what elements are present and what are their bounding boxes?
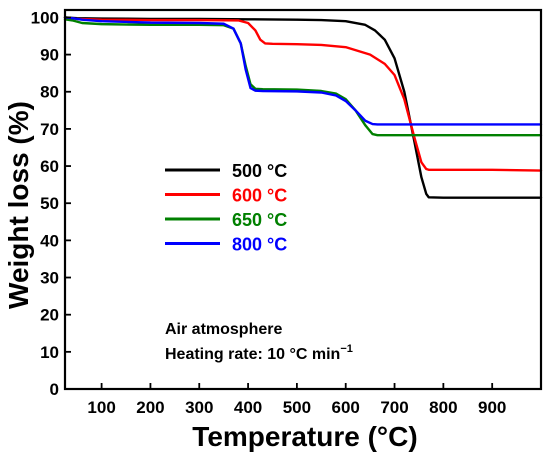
y-tick-label: 100 [31, 8, 59, 27]
annotation-atmosphere: Air atmosphere [165, 321, 282, 338]
y-tick-label: 90 [40, 46, 59, 65]
x-tick-label: 500 [283, 398, 311, 417]
legend-label-2: 600 °C [232, 186, 287, 206]
y-tick-label: 20 [40, 306, 59, 325]
legend-label-3: 650 °C [232, 210, 287, 230]
y-tick-label: 10 [40, 343, 59, 362]
series-line-4 [63, 16, 543, 126]
y-tick-label: 80 [40, 83, 59, 102]
x-axis-title: Temperature (°C) [192, 421, 417, 452]
axes [63, 8, 543, 391]
series-line-2 [63, 16, 543, 172]
x-tick-label: 200 [136, 398, 164, 417]
legend-label-1: 500 °C [232, 161, 287, 181]
plot-frame [63, 8, 543, 391]
annotation-heating-rate: Heating rate: 10 °C min−1 [165, 343, 353, 363]
series-line-3 [63, 18, 543, 137]
x-axis-ticks: 100 200 300 400 500 600 700 800 900 [87, 383, 506, 417]
y-tick-label: 60 [40, 157, 59, 176]
y-axis-ticks: 0 10 20 30 40 50 60 70 80 90 100 [31, 8, 71, 399]
y-tick-label: 70 [40, 120, 59, 139]
y-axis-title: Weight loss (%) [3, 101, 34, 309]
x-tick-label: 900 [478, 398, 506, 417]
legend: 500 °C 600 °C 650 °C 800 °C [165, 161, 287, 255]
x-tick-label: 600 [332, 398, 360, 417]
plot-area [63, 16, 543, 199]
y-tick-label: 30 [40, 269, 59, 288]
x-tick-label: 100 [87, 398, 115, 417]
x-tick-label: 800 [429, 398, 457, 417]
annotation-heating-rate-text: Heating rate: 10 °C min [165, 346, 340, 363]
x-tick-label: 700 [380, 398, 408, 417]
y-tick-label: 0 [50, 380, 59, 399]
x-tick-label: 400 [234, 398, 262, 417]
y-tick-label: 40 [40, 231, 59, 250]
y-tick-label: 50 [40, 194, 59, 213]
x-tick-label: 300 [185, 398, 213, 417]
annotations: Air atmosphere Heating rate: 10 °C min−1 [165, 321, 353, 363]
annotation-heating-rate-superscript: −1 [340, 343, 353, 355]
legend-label-4: 800 °C [232, 235, 287, 255]
